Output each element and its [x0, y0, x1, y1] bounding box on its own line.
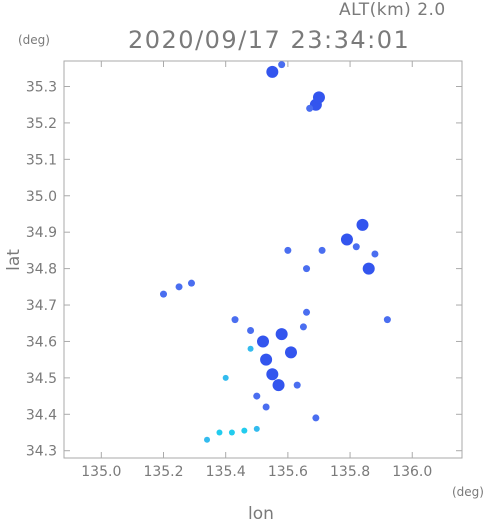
echo-cell — [187, 279, 195, 287]
echo-cell — [266, 368, 279, 381]
echo-cell — [318, 246, 326, 254]
echo-cell — [303, 265, 311, 273]
echo-cell — [275, 328, 288, 341]
echo-cell — [266, 65, 279, 78]
y-tick-label: 34.4 — [26, 407, 57, 423]
y-tick-label: 35.1 — [26, 152, 57, 168]
echo-cell — [362, 262, 375, 275]
y-ticks: 34.3 34.4 34.5 34.6 34.7 34.8 34.9 35.0 35.1 35.2… — [26, 79, 462, 460]
echo-cell — [312, 414, 320, 422]
echo-cell — [303, 308, 311, 316]
echo-cell — [257, 335, 269, 348]
echo-cell — [293, 381, 301, 389]
chart-title-datetime: 2020/09/17 23:34:01 — [128, 26, 411, 54]
echo-cell — [278, 61, 286, 69]
x-axis-label: lon — [248, 504, 274, 521]
y-tick-label: 34.9 — [26, 225, 57, 241]
x-tick-label: 135.0 — [81, 464, 121, 480]
y-unit-label: (deg) — [18, 33, 50, 47]
echo-cell — [284, 346, 297, 359]
echo-cell — [247, 345, 254, 352]
y-tick-label: 35.0 — [26, 189, 57, 205]
echo-cell — [253, 425, 260, 432]
echo-cell — [306, 104, 314, 112]
x-unit-label: (deg) — [452, 485, 484, 499]
altitude-label: ALT(km) 2.0 — [339, 0, 446, 20]
echo-cell — [299, 323, 307, 331]
echo-cell — [231, 316, 239, 324]
x-tick-label: 136.0 — [392, 464, 432, 480]
y-tick-label: 34.7 — [26, 298, 57, 314]
echo-layer — [160, 61, 391, 443]
echo-cell — [175, 283, 183, 291]
echo-cell — [340, 233, 353, 246]
echo-cell — [260, 353, 273, 366]
echo-cell — [272, 379, 285, 392]
echo-cell — [284, 246, 292, 254]
echo-cell — [371, 250, 379, 258]
echo-cell — [241, 427, 248, 434]
echo-cell — [160, 290, 167, 298]
x-tick-label: 135.2 — [143, 464, 183, 480]
echo-cell — [253, 392, 261, 400]
y-tick-label: 35.3 — [26, 79, 57, 95]
x-tick-label: 135.6 — [268, 464, 308, 480]
y-tick-label: 34.3 — [26, 444, 57, 460]
y-tick-label: 35.2 — [26, 116, 57, 132]
echo-cell — [352, 243, 360, 251]
plot-frame — [63, 60, 463, 459]
echo-cell — [262, 403, 270, 411]
echo-cell — [228, 429, 235, 436]
echo-cell — [356, 218, 369, 231]
x-ticks: 135.0 135.2 135.4 135.6 135.8 136.0 — [81, 61, 432, 480]
echo-cell — [247, 327, 255, 335]
echo-cell — [383, 316, 391, 324]
x-tick-label: 135.8 — [330, 464, 370, 480]
y-tick-label: 34.5 — [26, 371, 57, 387]
x-tick-label: 135.4 — [206, 464, 246, 480]
echo-cell — [204, 436, 211, 443]
echo-cell — [216, 429, 223, 436]
echo-cell — [222, 374, 229, 381]
y-tick-label: 34.8 — [26, 262, 57, 278]
y-tick-label: 34.6 — [26, 334, 57, 350]
echo-cell — [312, 91, 325, 104]
